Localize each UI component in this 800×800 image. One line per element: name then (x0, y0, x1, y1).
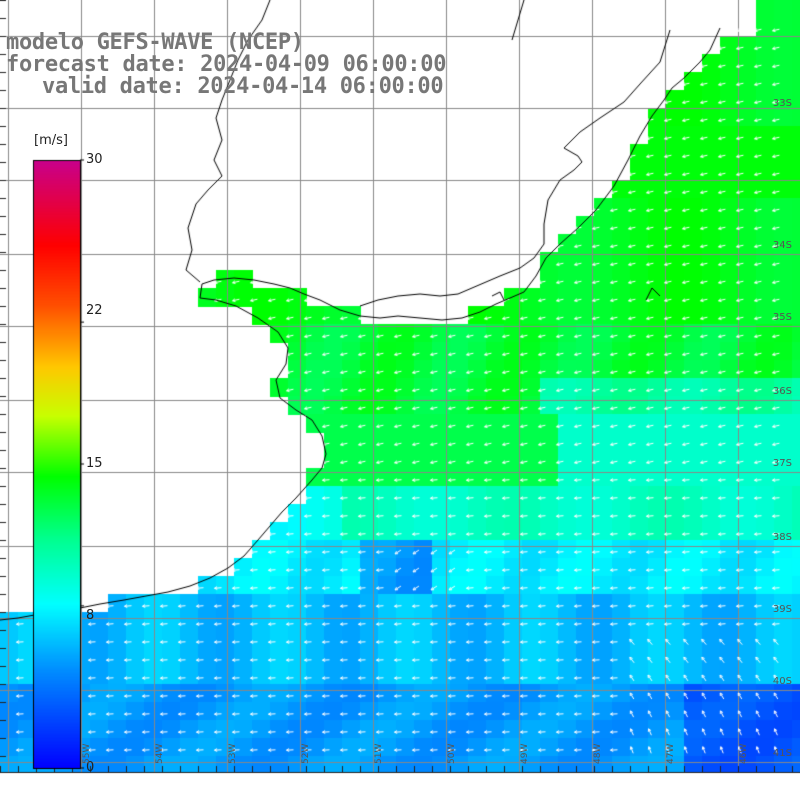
colorbar-tick-30: 30 (86, 152, 103, 167)
lon-label: 53W (228, 743, 238, 764)
lat-label: 40S (772, 676, 792, 687)
colorbar-tick-8: 8 (86, 608, 95, 623)
lon-label: 48W (593, 743, 603, 764)
lon-label: 50W (447, 743, 457, 764)
colorbar-tick-22: 22 (86, 303, 103, 318)
lat-label: 41S (772, 748, 792, 759)
lon-label: 54W (155, 743, 165, 764)
lon-label: 47W (666, 743, 676, 764)
lon-label: 49W (520, 743, 530, 764)
colorbar-unit: [m/s] (34, 133, 68, 148)
lat-label: 33S (772, 98, 792, 109)
map-title-forecast-date: forecast date: 2024-04-09 06:00:00 (6, 52, 447, 77)
lat-label: 34S (772, 240, 792, 251)
lat-label: 38S (772, 532, 792, 543)
lon-label: 55W (82, 743, 92, 764)
lat-label: 37S (772, 458, 792, 469)
lon-label: 51W (374, 743, 384, 764)
map-title-model: modelo GEFS-WAVE (NCEP) (6, 30, 304, 55)
colorbar-tick-15: 15 (86, 456, 103, 471)
lon-label: 52W (301, 743, 311, 764)
colorbar-tick-0: 0 (86, 760, 95, 775)
lat-label: 39S (772, 604, 792, 615)
lat-label: 35S (772, 312, 792, 323)
lon-label: 46W (739, 743, 749, 764)
lat-label: 36S (772, 386, 792, 397)
map-title-valid-date: valid date: 2024-04-14 06:00:00 (42, 74, 444, 99)
